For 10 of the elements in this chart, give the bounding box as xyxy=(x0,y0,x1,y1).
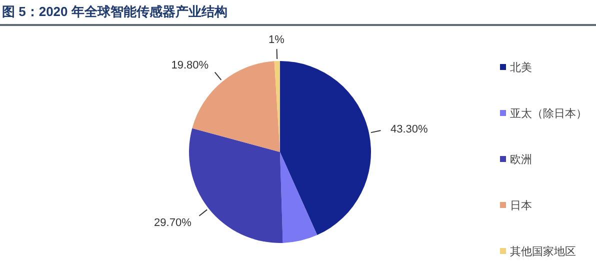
chart-title: 图 5：2020 年全球智能传感器产业结构 xyxy=(2,4,228,19)
legend-label: 其他国家地区 xyxy=(510,245,576,258)
legend-label: 欧洲 xyxy=(510,153,532,166)
data-label: 1% xyxy=(268,34,285,46)
data-label: 29.70% xyxy=(154,217,192,230)
data-label: 19.80% xyxy=(171,59,209,72)
legend-label: 亚太（除日本） xyxy=(510,107,587,120)
legend-label: 北美 xyxy=(510,61,532,74)
legend-label: 日本 xyxy=(510,199,532,212)
data-label: 43.30% xyxy=(390,123,428,136)
